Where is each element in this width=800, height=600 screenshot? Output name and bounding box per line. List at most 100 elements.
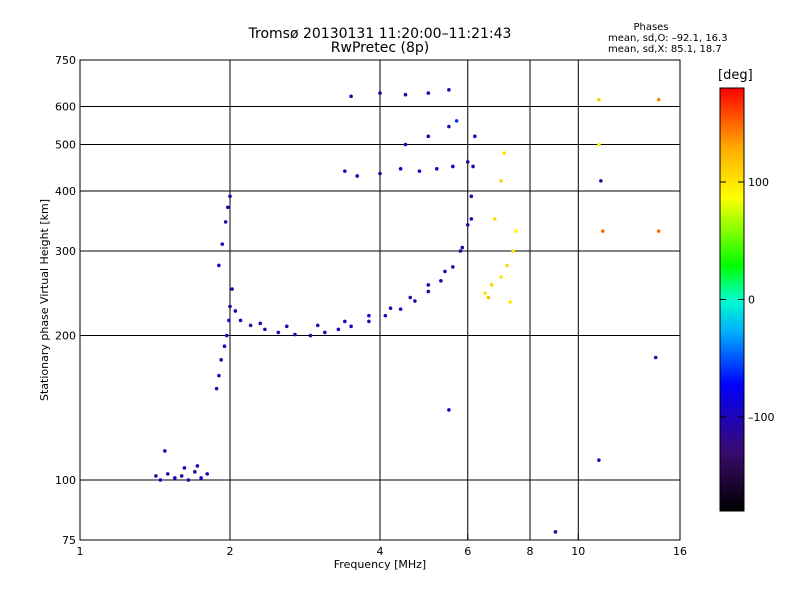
data-point <box>599 179 603 183</box>
data-point <box>367 313 371 318</box>
data-point <box>656 97 661 102</box>
data-point <box>165 472 170 476</box>
data-point <box>343 319 347 324</box>
data-point <box>163 449 167 453</box>
data-point <box>378 171 382 176</box>
data-point <box>378 91 382 95</box>
data-point <box>483 291 487 296</box>
data-point <box>223 220 228 224</box>
data-point <box>451 265 455 269</box>
y-tick-label: 75 <box>62 534 76 547</box>
data-point <box>447 88 451 92</box>
data-point <box>315 323 320 328</box>
data-point <box>447 408 451 412</box>
data-point <box>388 306 393 311</box>
data-point <box>383 313 388 318</box>
data-point <box>228 194 232 199</box>
data-point <box>193 470 197 474</box>
y-ticks-layer: 75 100 200 300 400 500 600 750 <box>55 54 86 547</box>
data-point <box>214 386 219 391</box>
data-point <box>426 91 431 95</box>
data-point <box>499 179 503 183</box>
data-point <box>276 330 281 335</box>
data-point <box>469 194 474 199</box>
data-point <box>158 478 163 482</box>
colorbar-tick-label: –100 <box>748 411 775 424</box>
data-point <box>367 319 371 324</box>
data-point <box>601 229 605 233</box>
data-point <box>173 476 177 480</box>
x-tick-label: 6 <box>464 545 471 558</box>
data-point <box>439 279 443 283</box>
data-point <box>349 324 353 329</box>
data-point <box>182 466 187 470</box>
data-point <box>434 167 439 171</box>
y-tick-label: 500 <box>55 139 76 152</box>
data-point <box>653 355 658 360</box>
x-ticks-layer: 1 2 4 6 8 10 16 <box>77 534 687 558</box>
data-point <box>186 478 191 482</box>
y-tick-label: 100 <box>55 474 76 487</box>
phase-stats-o-mode: mean, sd,O: –92.1, 16.3 <box>608 33 728 44</box>
x-axis-title: Frequency [MHz] <box>334 558 426 571</box>
x-tick-label: 1 <box>77 545 84 558</box>
data-point <box>284 324 289 329</box>
data-point <box>447 124 451 129</box>
y-tick-label: 200 <box>55 330 76 343</box>
data-point <box>508 300 512 304</box>
colorbar-unit-label: [deg] <box>718 68 753 83</box>
data-point <box>227 318 231 323</box>
data-point <box>502 151 506 155</box>
data-point <box>199 476 203 480</box>
data-point <box>408 295 413 300</box>
data-point <box>398 167 403 171</box>
data-point <box>226 205 230 210</box>
data-point <box>217 263 221 268</box>
x-tick-label: 4 <box>377 545 384 558</box>
data-point <box>426 134 431 139</box>
x-tick-label: 2 <box>227 545 234 558</box>
chart-subtitle: RwPretec (8p) <box>330 40 430 56</box>
colorbar-ticks-layer: 100 0 –100 <box>720 176 775 424</box>
y-axis-title: Stationary phase Virtual Height [km] <box>38 199 51 401</box>
data-point <box>398 307 403 311</box>
data-point <box>263 327 267 332</box>
data-point <box>505 263 509 268</box>
data-point <box>465 160 470 164</box>
data-point <box>355 174 359 178</box>
data-point <box>220 242 225 246</box>
data-point <box>553 530 558 534</box>
data-point <box>597 142 601 147</box>
data-point <box>224 333 229 338</box>
data-point <box>473 134 477 139</box>
data-point <box>511 249 515 253</box>
grid-layer <box>80 60 680 540</box>
data-point <box>514 229 518 233</box>
data-point <box>460 245 465 250</box>
colorbar-tick-label: 100 <box>748 176 769 189</box>
data-point <box>403 92 408 97</box>
data-point <box>258 321 263 326</box>
data-point <box>443 269 447 274</box>
data-point <box>454 119 459 123</box>
data-point <box>417 169 422 173</box>
data-point <box>493 217 497 221</box>
y-tick-label: 300 <box>55 245 76 258</box>
data-point <box>219 358 223 362</box>
phase-stats-x-mode: mean, sd,X: 85.1, 18.7 <box>608 44 722 55</box>
data-point <box>458 249 463 253</box>
data-point <box>205 472 209 476</box>
data-point <box>486 295 491 300</box>
data-point <box>233 309 238 313</box>
data-point <box>597 97 601 102</box>
y-tick-label: 600 <box>55 101 76 114</box>
data-points-layer <box>154 88 661 534</box>
data-point <box>489 283 494 287</box>
data-point <box>238 318 243 323</box>
data-point <box>195 464 200 468</box>
y-tick-label: 400 <box>55 185 76 198</box>
data-point <box>349 94 353 99</box>
x-tick-label: 10 <box>571 545 585 558</box>
data-point <box>308 333 313 338</box>
